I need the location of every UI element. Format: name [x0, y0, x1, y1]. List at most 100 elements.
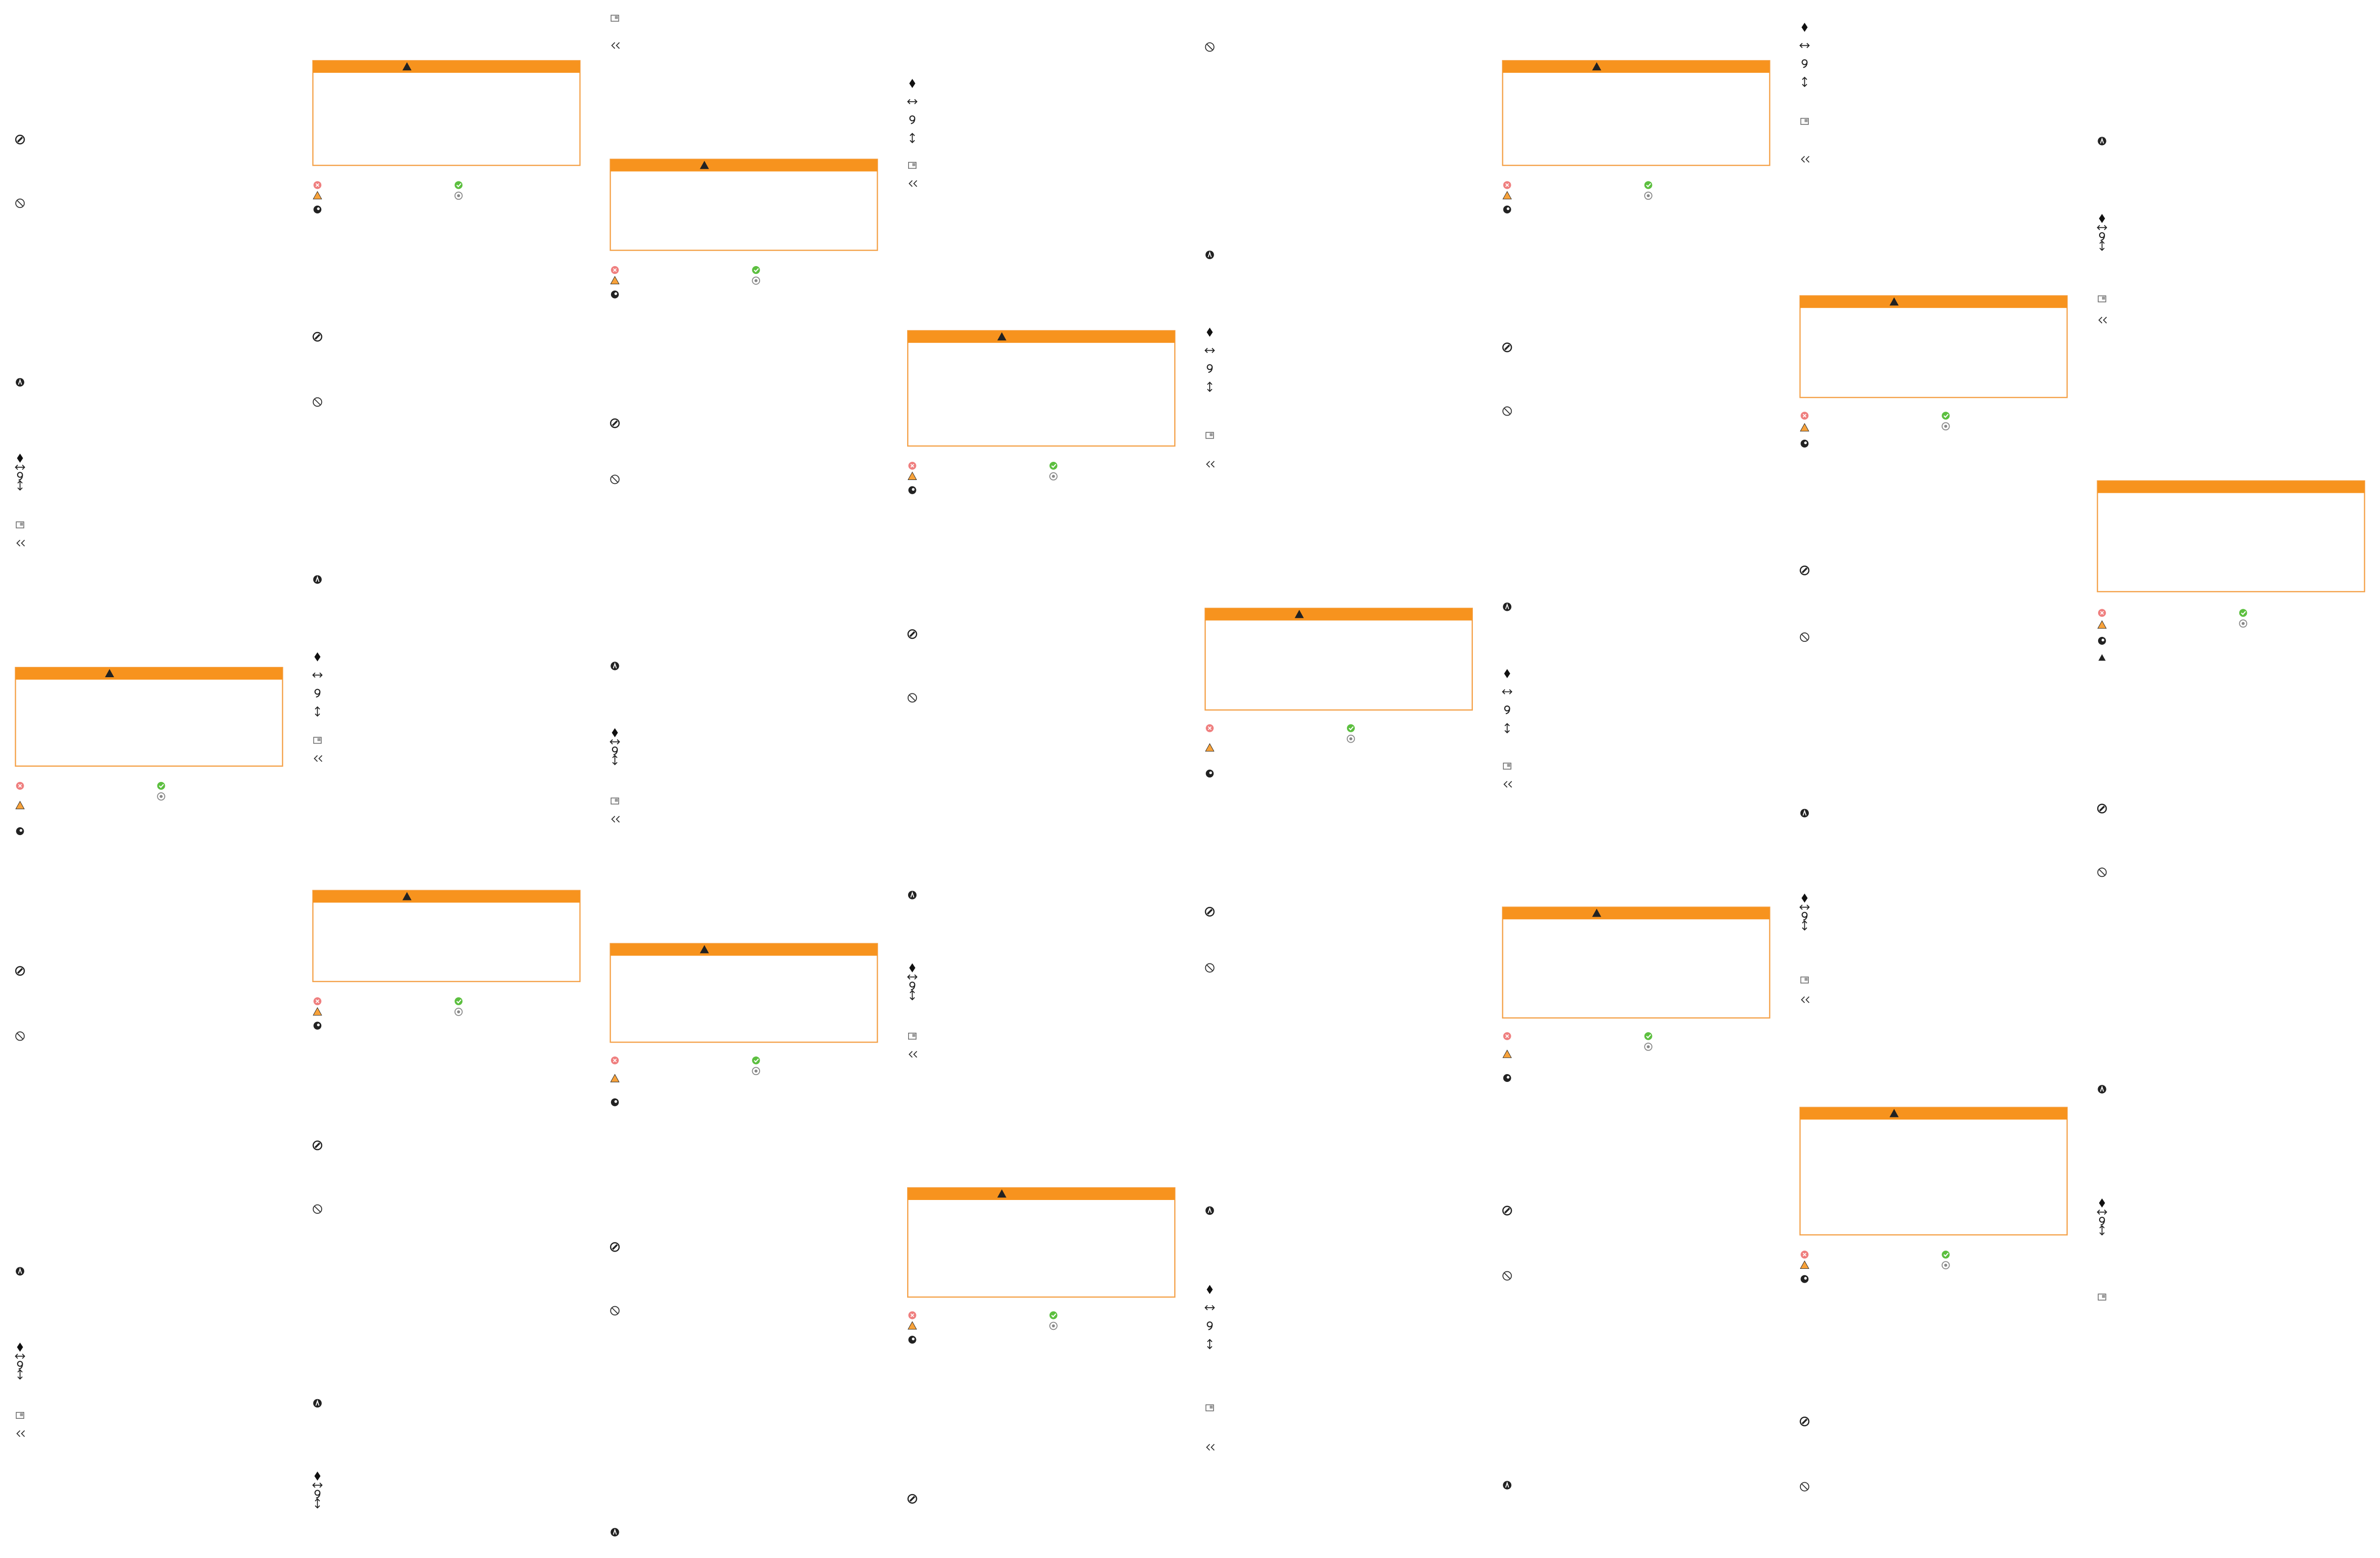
- badge-mark: [18, 378, 22, 385]
- edit-stroke: [611, 420, 618, 426]
- chevrons: [909, 180, 917, 187]
- pending-dot: [1647, 194, 1650, 198]
- alert-panel: [907, 1187, 1176, 1298]
- badge-mark: [1505, 603, 1509, 609]
- ok-icon: [1644, 1032, 1652, 1040]
- alert-panel: [1204, 607, 1473, 711]
- ok-check: [1943, 414, 1949, 418]
- diamond-icon: [314, 652, 321, 661]
- ok-check: [1646, 183, 1651, 187]
- tool-stack: [15, 1342, 26, 1380]
- warning-triangle: [402, 62, 412, 71]
- badge-icon: [908, 891, 917, 899]
- panel-body: [610, 943, 878, 1043]
- alert-panel: [907, 330, 1176, 447]
- nine-tail: [2100, 1220, 2105, 1226]
- nine-tail: [18, 1364, 23, 1370]
- chevrons: [1503, 780, 1512, 788]
- v-arrow: [17, 480, 23, 491]
- nine-tail: [18, 475, 23, 481]
- nine-tail: [1208, 1324, 1213, 1330]
- error-x: [2100, 611, 2104, 615]
- edit-stroke: [314, 333, 321, 340]
- badge-mark: [2100, 1085, 2104, 1092]
- warning-triangle: [2097, 620, 2107, 629]
- ok-icon: [157, 781, 165, 790]
- h-arrow: [15, 464, 26, 470]
- panel-header: [1800, 296, 2067, 308]
- chevrons: [313, 755, 323, 762]
- image-frame: [908, 162, 916, 169]
- panel-header: [1502, 60, 1770, 73]
- collapse-icon: [909, 1051, 917, 1058]
- badge-circle: [2098, 1085, 2106, 1094]
- edit-stroke: [1207, 908, 1213, 915]
- ok-check: [754, 268, 759, 272]
- edit-stroke: [1504, 344, 1510, 351]
- ok-icon: [1644, 181, 1652, 189]
- badge-icon: [1800, 809, 1809, 818]
- error-x: [1802, 414, 1807, 418]
- alert-panel: [15, 667, 283, 767]
- image-fill: [912, 163, 915, 166]
- badge-mark: [1802, 809, 1807, 816]
- image-frame: [16, 521, 25, 529]
- image-icon: [908, 162, 916, 169]
- warning-triangle: [997, 1189, 1007, 1198]
- edit-icon: [15, 966, 25, 976]
- h-arrow: [2097, 1209, 2107, 1215]
- ok-check: [1348, 726, 1354, 731]
- h-arrow: [1799, 904, 1810, 910]
- nine-head: [17, 1361, 23, 1367]
- image-fill: [912, 1034, 915, 1037]
- badge-icon: [2098, 1085, 2106, 1094]
- warning-triangle: [610, 276, 620, 285]
- collapse-icon: [1206, 461, 1215, 468]
- diamond-icon: [1801, 23, 1808, 32]
- badge-circle: [2098, 137, 2106, 146]
- badge-icon: [16, 378, 25, 387]
- collapse-icon: [1800, 996, 1810, 1003]
- panel-body: [1204, 607, 1473, 711]
- nine-tail: [2100, 235, 2105, 241]
- image-frame: [1503, 762, 1512, 770]
- ok-check: [456, 183, 461, 187]
- diamond-icon: [2099, 1198, 2105, 1208]
- edit-stroke: [611, 1244, 618, 1250]
- alert-panel: [312, 890, 581, 983]
- h-arrow: [1204, 348, 1215, 353]
- badge-mark: [18, 1267, 22, 1274]
- badge-circle: [16, 378, 25, 387]
- image-frame: [908, 1032, 916, 1040]
- ok-icon: [1049, 1311, 1058, 1319]
- ok-icon: [752, 1056, 760, 1065]
- info-dot: [317, 1023, 320, 1026]
- badge-circle: [1503, 602, 1512, 611]
- panel-body: [2097, 480, 2365, 593]
- ban-slash: [1801, 1483, 1808, 1490]
- image-fill: [1210, 433, 1213, 436]
- panel-body: [907, 1187, 1176, 1298]
- ban-icon: [1502, 406, 1512, 416]
- panel-header: [2097, 480, 2365, 493]
- edit-icon: [907, 1494, 917, 1504]
- panel-header: [908, 1188, 1175, 1200]
- ok-icon: [2239, 609, 2247, 617]
- collapse-icon: [16, 1430, 25, 1437]
- badge-icon: [16, 1267, 25, 1276]
- status-legend: [2097, 609, 2248, 661]
- ok-check: [1051, 1313, 1057, 1318]
- image-icon: [610, 797, 619, 805]
- image-frame: [610, 797, 619, 805]
- badge-mark: [315, 575, 320, 582]
- image-fill: [614, 799, 618, 802]
- edit-icon: [1502, 342, 1512, 353]
- ban-circle: [1205, 42, 1215, 52]
- image-fill: [317, 738, 321, 741]
- tool-stack: [312, 652, 323, 717]
- alert-panel: [1799, 295, 2068, 398]
- warning-triangle: [312, 1007, 322, 1016]
- pending-dot: [457, 194, 460, 198]
- info-dot: [614, 292, 617, 295]
